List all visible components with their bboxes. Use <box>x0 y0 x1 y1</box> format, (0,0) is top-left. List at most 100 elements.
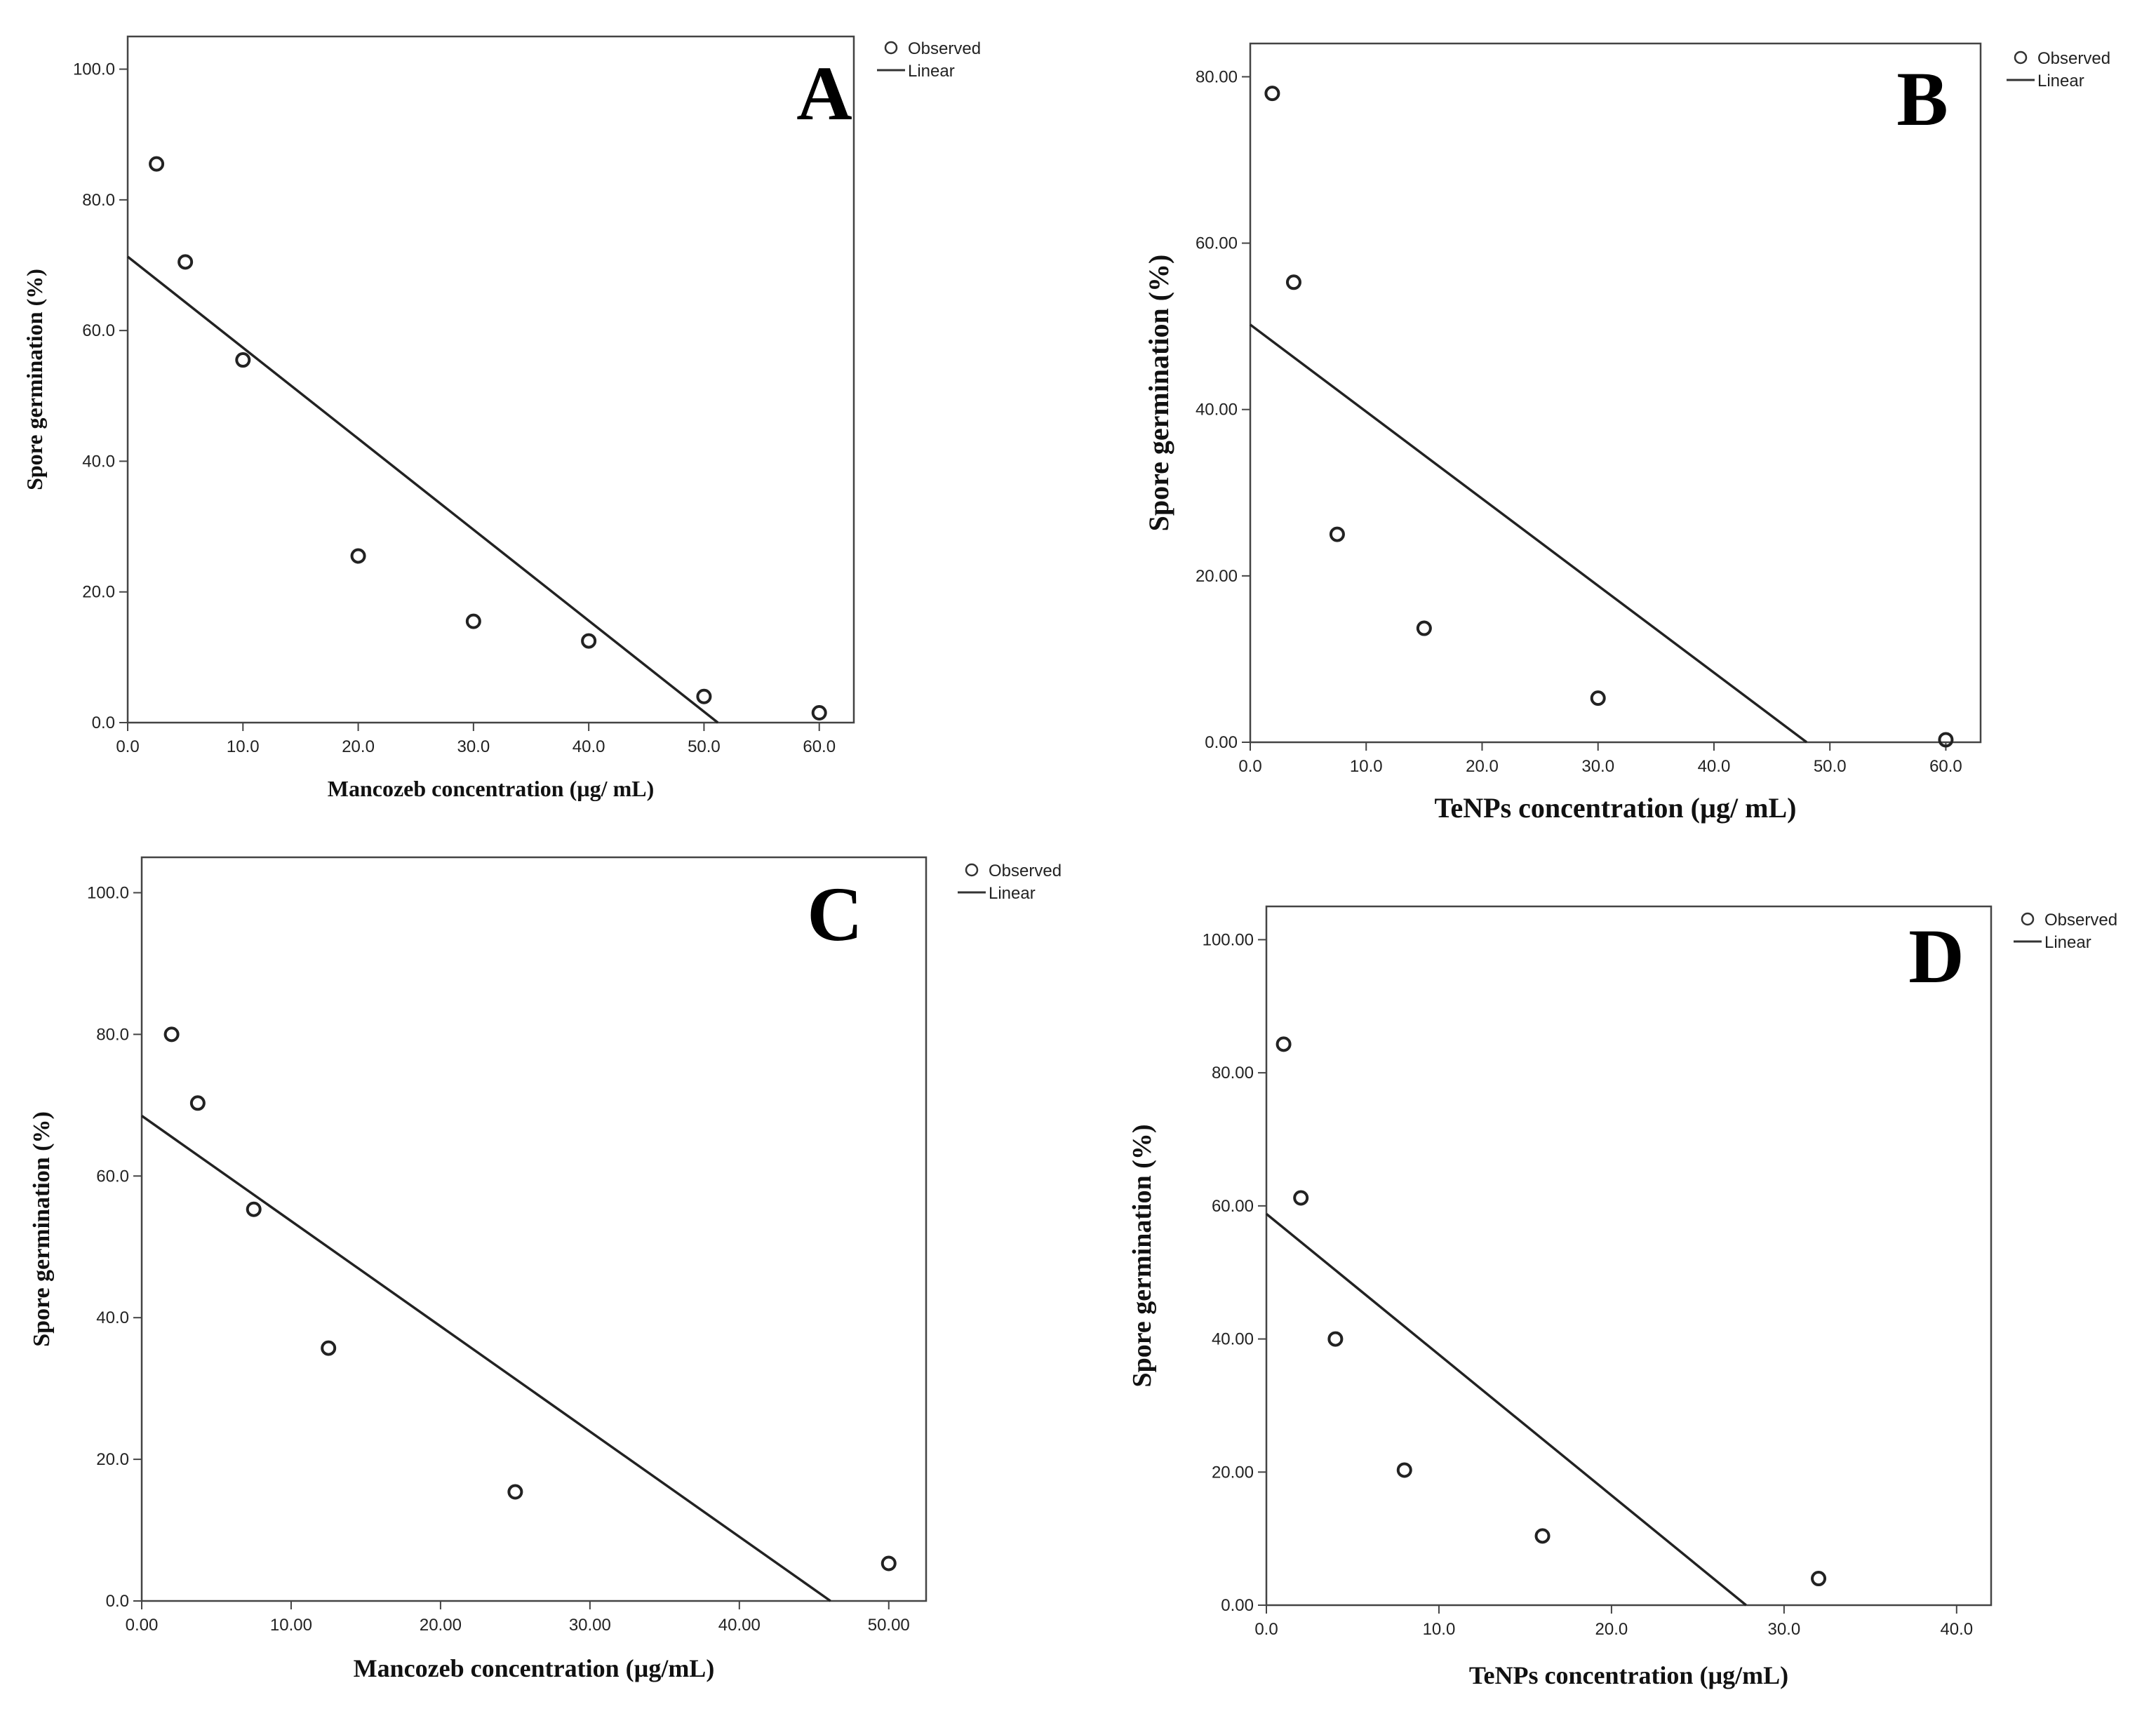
x-tick-label: 40.0 <box>1940 1620 1973 1639</box>
x-tick-label: 20.00 <box>420 1616 462 1635</box>
x-tick-label: 50.00 <box>868 1616 910 1635</box>
linear-fit-line <box>126 255 719 724</box>
x-tick-label: 40.0 <box>573 737 605 756</box>
y-tick-label: 20.00 <box>1212 1463 1254 1482</box>
observed-point <box>1275 1036 1292 1052</box>
panel-a: 0.0 20.0 40.0 60.0 80.0 100.0 0.0 10.0 20.0 30.0 4… <box>22 35 981 801</box>
observed-point <box>1264 86 1280 102</box>
linear-fit-line <box>1265 1212 1747 1607</box>
observed-point <box>321 1340 337 1356</box>
panel-c: 0.0 20.0 40.0 60.0 80.0 100.0 0.00 10.00 20.00 30… <box>29 856 1062 1682</box>
observed-point <box>811 705 827 721</box>
y-tick-label: 40.0 <box>82 452 115 471</box>
panel-letter: D <box>1908 913 1964 999</box>
legend-observed-marker <box>884 41 898 55</box>
y-tick-label: 0.0 <box>106 1592 129 1611</box>
legend-observed-label: Observed <box>989 862 1062 880</box>
plot-frame-a <box>126 35 855 724</box>
y-axis-title: Spore germination (%) <box>1127 1124 1157 1387</box>
x-tick-label: 20.0 <box>1595 1620 1628 1639</box>
legend-observed-marker <box>2014 51 2028 65</box>
observed-point <box>350 548 366 564</box>
x-axis-title: TeNPs concentration (µg/mL) <box>1469 1661 1788 1689</box>
plot-frame-c <box>140 856 928 1602</box>
panel-letter: B <box>1896 56 1948 142</box>
y-tick-label: 20.0 <box>82 583 115 602</box>
observed-point <box>696 688 712 704</box>
x-tick-label: 10.0 <box>227 737 260 756</box>
observed-point <box>881 1555 897 1571</box>
panel-letter: A <box>796 51 852 136</box>
legend-linear-label: Linear <box>2037 72 2084 91</box>
x-tick-label: 60.0 <box>803 737 836 756</box>
x-tick-label: 10.00 <box>270 1616 312 1635</box>
observed-point <box>1590 690 1606 706</box>
x-tick-label: 10.0 <box>1423 1620 1456 1639</box>
x-tick-label: 0.0 <box>116 737 139 756</box>
legend-observed-marker <box>965 863 979 877</box>
x-tick-label: 30.0 <box>1581 757 1614 776</box>
legend-linear-label: Linear <box>2044 933 2091 952</box>
observed-point <box>465 613 481 629</box>
y-tick-label: 100.00 <box>1203 930 1254 949</box>
observed-point <box>246 1201 262 1217</box>
panel-b: 0.00 20.00 40.00 60.00 80.00 0.0 10.0 20.0 30.0 4… <box>1143 42 2110 824</box>
y-tick-label: 100.0 <box>87 883 129 902</box>
panel-d: 0.00 20.00 40.00 60.00 80.00 100.00 0.0 10.0 20.… <box>1127 905 2117 1689</box>
y-tick-label: 80.00 <box>1212 1064 1254 1083</box>
x-tick-label: 40.00 <box>718 1616 761 1635</box>
y-tick-label: 40.0 <box>96 1308 129 1327</box>
legend-observed-marker <box>2021 912 2035 926</box>
x-tick-label: 10.0 <box>1350 757 1383 776</box>
x-tick-label: 20.0 <box>1466 757 1499 776</box>
observed-point <box>189 1095 206 1111</box>
y-tick-label: 20.00 <box>1196 567 1238 586</box>
observed-point <box>581 633 597 649</box>
legend-linear-label: Linear <box>989 884 1036 903</box>
x-tick-label: 0.0 <box>1254 1620 1278 1639</box>
x-tick-label: 50.0 <box>688 737 721 756</box>
legend-linear-label: Linear <box>908 62 955 81</box>
y-tick-label: 0.0 <box>92 713 115 732</box>
observed-point <box>235 352 251 368</box>
x-tick-label: 60.0 <box>1929 757 1962 776</box>
x-tick-label: 40.0 <box>1698 757 1731 776</box>
y-tick-label: 80.0 <box>82 191 115 210</box>
legend-observed-label: Observed <box>908 39 981 58</box>
x-tick-label: 30.0 <box>457 737 490 756</box>
observed-point <box>1534 1528 1551 1544</box>
linear-fit-line <box>140 1115 831 1602</box>
legend-observed-label: Observed <box>2044 911 2117 930</box>
observed-point <box>1416 620 1432 636</box>
observed-point <box>149 156 165 172</box>
x-tick-label: 20.0 <box>342 737 375 756</box>
linear-fit-line <box>1249 323 1808 744</box>
y-tick-label: 80.00 <box>1196 67 1238 86</box>
y-tick-label: 0.00 <box>1221 1596 1254 1615</box>
y-tick-label: 60.0 <box>96 1167 129 1186</box>
y-axis-title: Spore germination (%) <box>29 1111 55 1347</box>
y-tick-label: 60.0 <box>82 321 115 340</box>
x-tick-label: 0.0 <box>1238 757 1261 776</box>
y-tick-label: 80.0 <box>96 1025 129 1044</box>
y-tick-label: 100.0 <box>73 60 115 79</box>
observed-point <box>1811 1571 1827 1587</box>
observed-point <box>1329 526 1345 542</box>
y-tick-label: 40.00 <box>1212 1330 1254 1349</box>
legend-observed-label: Observed <box>2037 49 2110 68</box>
y-tick-label: 20.0 <box>96 1450 129 1469</box>
x-tick-label: 0.00 <box>126 1616 159 1635</box>
observed-point <box>178 254 194 270</box>
x-axis-title: TeNPs concentration (µg/ mL) <box>1435 792 1797 824</box>
observed-point <box>1327 1331 1344 1347</box>
x-tick-label: 30.00 <box>569 1616 611 1635</box>
x-axis-title: Mancozeb concentration (µg/ mL) <box>328 776 654 801</box>
panel-letter: C <box>807 871 862 957</box>
observed-point <box>1293 1190 1309 1206</box>
y-tick-label: 60.00 <box>1212 1197 1254 1216</box>
y-axis-title: Spore germination (%) <box>22 269 47 490</box>
plot-frame-b <box>1249 42 1982 744</box>
observed-point <box>1396 1462 1412 1478</box>
y-tick-label: 0.00 <box>1205 733 1238 752</box>
